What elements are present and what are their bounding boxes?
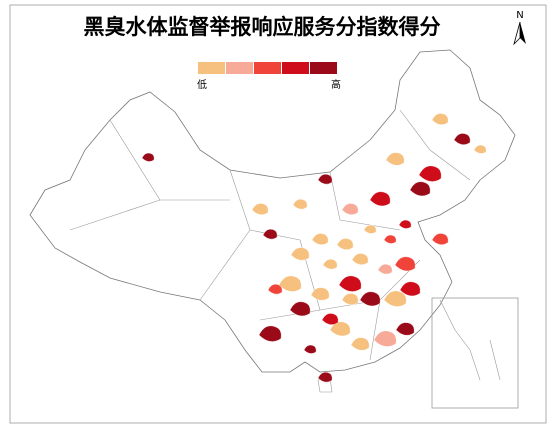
inset-islands	[439, 299, 501, 381]
region	[317, 371, 333, 383]
region	[278, 275, 302, 292]
region	[359, 291, 381, 307]
region	[350, 337, 370, 351]
region	[317, 173, 333, 185]
north-label: N	[516, 10, 523, 21]
region	[311, 233, 329, 245]
region	[336, 238, 354, 250]
legend-swatch	[254, 62, 281, 74]
region	[385, 152, 405, 166]
region	[351, 253, 369, 265]
legend-low: 低	[197, 78, 207, 91]
region	[398, 219, 412, 229]
region	[383, 290, 407, 307]
region	[338, 275, 362, 292]
region	[383, 234, 397, 244]
region	[363, 224, 377, 234]
inset-frame	[431, 297, 519, 409]
north-arrow: N	[513, 10, 526, 46]
regions	[141, 113, 487, 383]
region	[399, 281, 421, 297]
region	[341, 203, 359, 215]
region	[289, 301, 311, 317]
region	[369, 191, 391, 207]
region	[377, 263, 393, 275]
region	[310, 287, 330, 301]
legend-swatch	[310, 62, 337, 74]
region	[258, 325, 282, 342]
frame	[9, 4, 547, 424]
region	[303, 344, 317, 354]
map-title: 黑臭水体监督举报响应服务分指数得分	[84, 15, 441, 39]
legend-swatch	[198, 62, 225, 74]
region	[418, 165, 442, 182]
legend-swatch	[226, 62, 253, 74]
region	[262, 228, 278, 240]
region	[251, 203, 269, 215]
region	[292, 198, 308, 210]
legend-high: 高	[331, 78, 341, 91]
region	[453, 133, 471, 145]
legend-swatch	[282, 62, 309, 74]
region	[473, 144, 487, 154]
region	[141, 152, 155, 162]
region	[394, 256, 416, 272]
region	[321, 313, 339, 325]
region	[341, 293, 359, 305]
region	[431, 233, 449, 245]
region	[322, 258, 338, 270]
legend: 低 高	[197, 62, 341, 91]
region	[431, 113, 449, 125]
region	[290, 247, 310, 261]
region	[373, 330, 397, 347]
region	[409, 181, 431, 197]
region	[395, 322, 415, 336]
